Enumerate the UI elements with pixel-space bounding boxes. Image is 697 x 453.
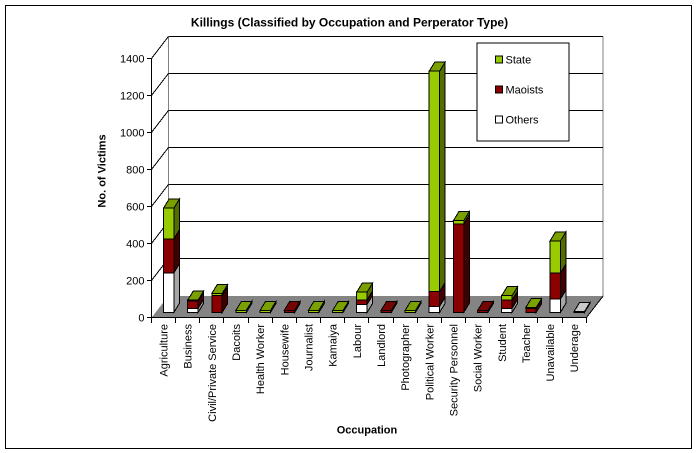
svg-text:Agriculture: Agriculture [159,324,171,377]
svg-text:800: 800 [126,165,144,177]
svg-text:Kamaiya: Kamaiya [328,323,340,367]
svg-text:Landlord: Landlord [376,324,388,367]
svg-text:State: State [506,55,532,67]
svg-text:1200: 1200 [120,91,144,103]
svg-text:Teacher: Teacher [521,324,533,363]
svg-text:Dacoits: Dacoits [231,324,243,361]
svg-text:Photographer: Photographer [400,324,412,391]
svg-text:Killings (Classified by Occupa: Killings (Classified by Occupation and P… [191,16,508,30]
svg-text:1400: 1400 [120,54,144,66]
svg-text:Political Worker: Political Worker [424,324,436,401]
svg-text:Unavailable: Unavailable [545,324,557,381]
svg-text:Others: Others [506,114,540,126]
svg-text:Journalist: Journalist [304,324,316,371]
svg-text:Housewife: Housewife [279,324,291,375]
svg-text:1000: 1000 [120,128,144,140]
svg-text:200: 200 [126,276,144,288]
svg-text:Student: Student [497,324,509,362]
svg-text:400: 400 [126,239,144,251]
svg-text:600: 600 [126,202,144,214]
svg-text:Labour: Labour [352,324,364,359]
svg-text:Occupation: Occupation [337,425,398,437]
svg-text:0: 0 [138,313,144,325]
svg-text:No. of Victims: No. of Victims [97,134,109,207]
svg-text:Security Personnel: Security Personnel [448,324,460,416]
svg-text:Business: Business [183,324,195,369]
svg-text:Civil/Private Service: Civil/Private Service [207,324,219,422]
svg-text:Health Worker: Health Worker [255,324,267,394]
svg-text:Underage: Underage [569,324,581,372]
svg-text:Social Worker: Social Worker [473,324,485,393]
svg-text:Maoists: Maoists [506,85,544,97]
